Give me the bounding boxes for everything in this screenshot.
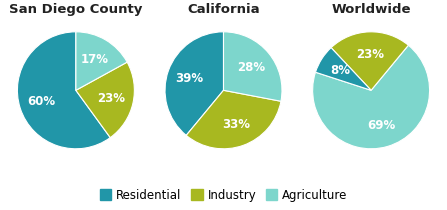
Wedge shape xyxy=(331,32,409,90)
Text: 39%: 39% xyxy=(175,72,203,84)
Wedge shape xyxy=(224,32,282,101)
Wedge shape xyxy=(76,62,135,138)
Text: 23%: 23% xyxy=(97,92,125,105)
Title: San Diego County: San Diego County xyxy=(9,3,143,16)
Text: 69%: 69% xyxy=(367,119,395,132)
Wedge shape xyxy=(316,48,371,90)
Title: Worldwide: Worldwide xyxy=(331,3,411,16)
Wedge shape xyxy=(17,32,110,149)
Wedge shape xyxy=(165,32,224,135)
Text: 17%: 17% xyxy=(80,52,108,66)
Text: 23%: 23% xyxy=(356,47,384,60)
Wedge shape xyxy=(312,45,430,149)
Title: California: California xyxy=(187,3,260,16)
Text: 33%: 33% xyxy=(222,118,250,131)
Wedge shape xyxy=(186,90,281,149)
Legend: Residential, Industry, Agriculture: Residential, Industry, Agriculture xyxy=(97,186,350,204)
Wedge shape xyxy=(76,32,127,90)
Text: 28%: 28% xyxy=(237,61,266,74)
Text: 8%: 8% xyxy=(330,64,350,77)
Text: 60%: 60% xyxy=(27,95,55,108)
